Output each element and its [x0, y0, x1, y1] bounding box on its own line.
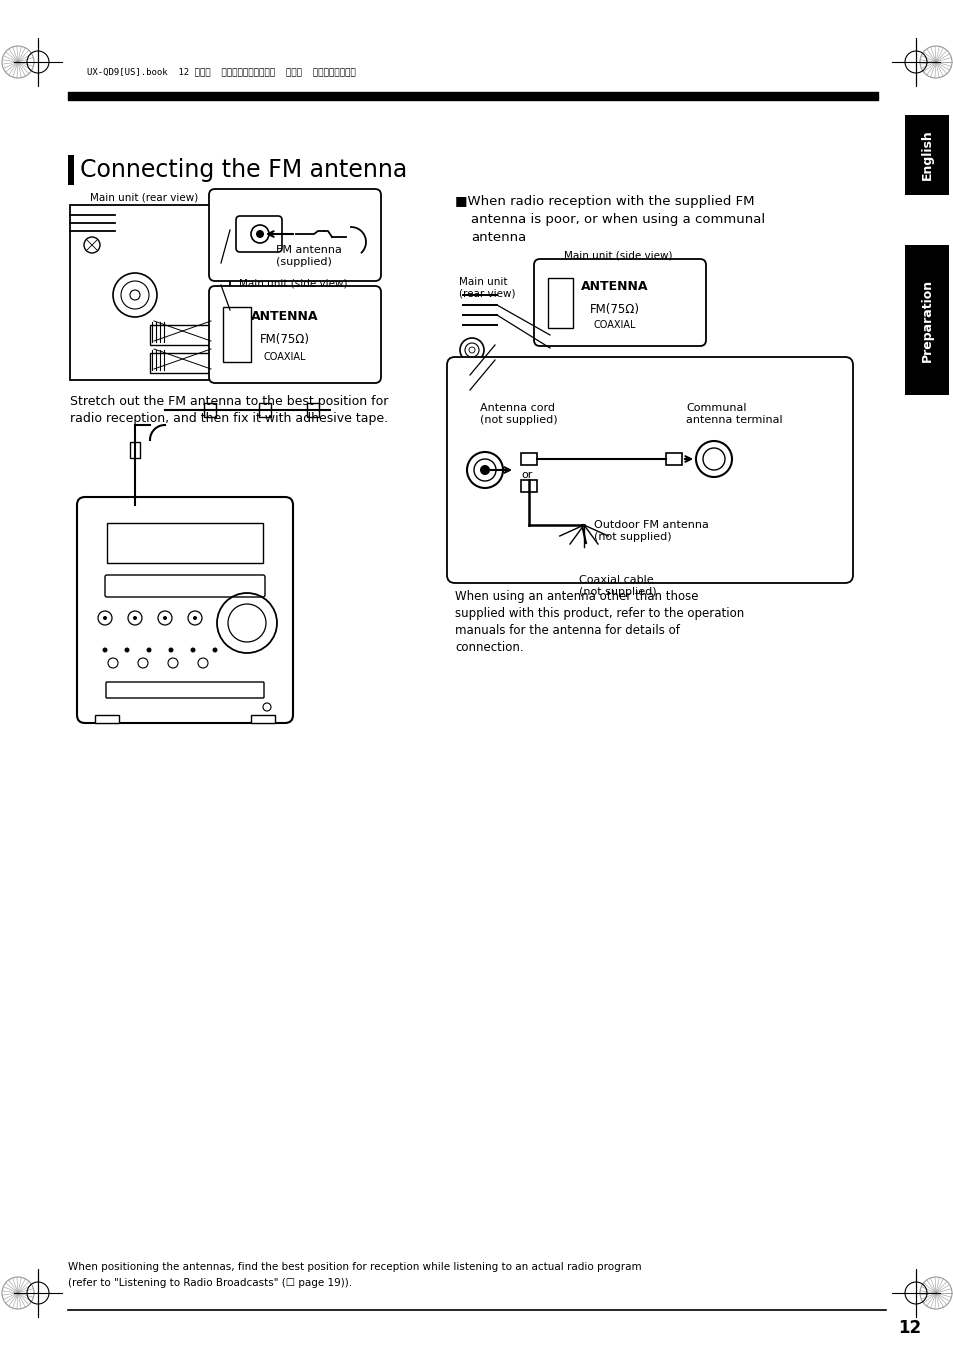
Text: FM antenna
(supplied): FM antenna (supplied) — [275, 245, 341, 266]
Text: UX-QD9[US].book  12 ページ  ２００４年１０月８日  金曜日  午前１０時２７分: UX-QD9[US].book 12 ページ ２００４年１０月８日 金曜日 午前… — [87, 68, 355, 77]
Text: FM(75Ω): FM(75Ω) — [589, 303, 639, 316]
Text: COAXIAL: COAXIAL — [593, 320, 636, 330]
Text: Communal
antenna terminal: Communal antenna terminal — [685, 404, 781, 426]
Text: radio reception, and then fix it with adhesive tape.: radio reception, and then fix it with ad… — [70, 412, 388, 426]
Circle shape — [479, 465, 490, 476]
Text: supplied with this product, refer to the operation: supplied with this product, refer to the… — [455, 607, 743, 620]
Bar — [904, 245, 948, 394]
Text: ANTENNA: ANTENNA — [251, 311, 318, 323]
Text: FM(75Ω): FM(75Ω) — [260, 334, 310, 346]
Bar — [150, 353, 214, 373]
FancyBboxPatch shape — [77, 497, 293, 723]
Text: Main unit (side view): Main unit (side view) — [238, 278, 347, 288]
Text: Main unit (side view): Main unit (side view) — [563, 251, 672, 261]
Text: connection.: connection. — [455, 640, 523, 654]
Text: Stretch out the FM antenna to the best position for: Stretch out the FM antenna to the best p… — [70, 394, 388, 408]
Bar — [130, 442, 140, 458]
Circle shape — [147, 647, 152, 653]
Circle shape — [213, 647, 217, 653]
Bar — [223, 307, 251, 362]
FancyBboxPatch shape — [209, 286, 380, 382]
Bar — [68, 155, 74, 185]
Text: When using an antenna other than those: When using an antenna other than those — [455, 590, 698, 603]
Text: Main unit
(rear view): Main unit (rear view) — [458, 277, 515, 299]
FancyBboxPatch shape — [209, 189, 380, 281]
FancyBboxPatch shape — [447, 357, 852, 584]
Bar — [95, 715, 119, 723]
Text: antenna: antenna — [471, 231, 526, 245]
Text: English: English — [920, 130, 933, 181]
Text: Coaxial cable
(not supplied): Coaxial cable (not supplied) — [578, 576, 656, 597]
Text: ANTENNA: ANTENNA — [580, 281, 648, 293]
Text: Main unit (rear view): Main unit (rear view) — [90, 192, 198, 203]
Bar — [904, 115, 948, 195]
Circle shape — [193, 616, 196, 620]
Bar — [547, 278, 573, 328]
Bar — [307, 403, 318, 417]
Text: antenna is poor, or when using a communal: antenna is poor, or when using a communa… — [471, 213, 764, 226]
Bar — [520, 453, 537, 465]
FancyBboxPatch shape — [105, 576, 265, 597]
Text: Outdoor FM antenna
(not supplied): Outdoor FM antenna (not supplied) — [594, 520, 708, 542]
Text: 12: 12 — [898, 1319, 921, 1337]
Circle shape — [103, 616, 107, 620]
Text: manuals for the antenna for details of: manuals for the antenna for details of — [455, 624, 679, 638]
Text: When positioning the antennas, find the best position for reception while listen: When positioning the antennas, find the … — [68, 1262, 641, 1273]
Text: COAXIAL: COAXIAL — [263, 353, 306, 362]
Circle shape — [191, 647, 195, 653]
Circle shape — [125, 647, 130, 653]
Bar — [520, 480, 537, 492]
Text: or: or — [520, 470, 532, 480]
Bar — [204, 403, 215, 417]
Bar — [150, 326, 214, 345]
Circle shape — [255, 230, 264, 238]
Text: (refer to "Listening to Radio Broadcasts" (☐ page 19)).: (refer to "Listening to Radio Broadcasts… — [68, 1278, 352, 1288]
Text: Preparation: Preparation — [920, 278, 933, 362]
Circle shape — [132, 616, 137, 620]
FancyBboxPatch shape — [534, 259, 705, 346]
Text: ■When radio reception with the supplied FM: ■When radio reception with the supplied … — [455, 195, 754, 208]
Text: Connecting the FM antenna: Connecting the FM antenna — [80, 158, 407, 182]
FancyBboxPatch shape — [235, 216, 282, 253]
Circle shape — [169, 647, 173, 653]
Text: Antenna cord
(not supplied): Antenna cord (not supplied) — [479, 404, 558, 426]
FancyBboxPatch shape — [106, 682, 264, 698]
Bar — [251, 715, 274, 723]
Circle shape — [102, 647, 108, 653]
Bar — [107, 523, 263, 563]
Bar — [665, 453, 681, 465]
Bar — [70, 205, 230, 380]
Bar — [258, 403, 271, 417]
Circle shape — [163, 616, 167, 620]
